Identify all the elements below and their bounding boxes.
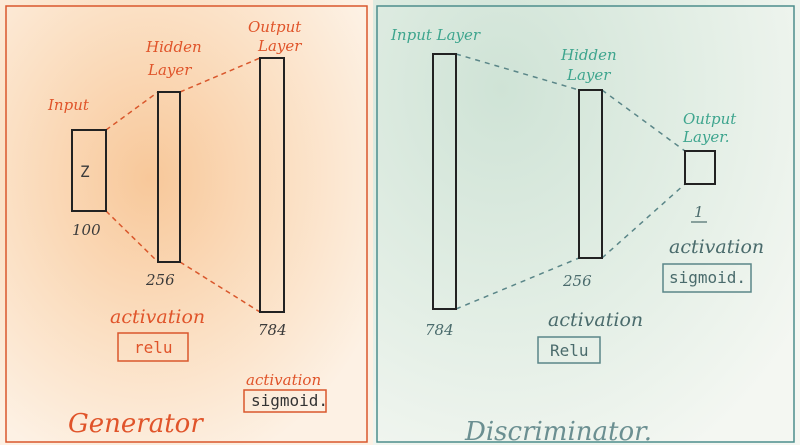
generator-panel: Input Z 100 Hidden Layer 256 Output Laye… (0, 0, 373, 445)
dis-hidden-size: 256 (562, 272, 592, 290)
dis-output-layer-box (684, 150, 716, 185)
gen-input-layer-box (71, 129, 107, 212)
gen-hidden-layer-box (157, 91, 181, 263)
dis-hidden-activation-label: activation (548, 309, 643, 331)
gen-hidden-activation-label: activation (110, 306, 205, 328)
discriminator-title: Discriminator. (464, 417, 652, 445)
dis-output-activation: sigmoid. (669, 268, 746, 287)
dis-hidden-label-2: Layer (566, 66, 611, 84)
dis-output-label-1: Output (683, 110, 737, 128)
dis-conn-hidden-output-bottom (601, 183, 686, 259)
gen-output-label-1: Output (248, 18, 302, 36)
dis-hidden-layer-box (578, 89, 603, 259)
gen-hidden-label-2: Layer (147, 61, 192, 79)
dis-output-activation-box (662, 263, 752, 293)
dis-hidden-activation-box (537, 336, 601, 364)
gen-output-label-2: Layer (257, 37, 302, 55)
dis-conn-input-hidden-top (455, 53, 580, 91)
gen-hidden-label-1: Hidden (145, 38, 202, 56)
discriminator-border (376, 5, 795, 443)
dis-conn-input-hidden-bottom (455, 257, 580, 310)
dis-output-label-2: Layer. (682, 128, 730, 146)
dis-input-label: Input Layer (390, 26, 481, 44)
gen-output-layer-box (259, 57, 285, 313)
generator-title: Generator (68, 409, 204, 439)
gen-hidden-size: 256 (145, 271, 175, 289)
dis-hidden-label-1: Hidden (560, 46, 617, 64)
gen-input-size: 100 (72, 221, 101, 239)
gen-output-activation-label: activation (246, 371, 321, 389)
gen-output-activation: sigmoid. (251, 391, 328, 410)
dis-output-size: 1 (694, 203, 704, 221)
gen-conn-hidden-output-bottom (179, 261, 261, 313)
gen-output-size: 784 (258, 321, 287, 339)
gen-output-activation-box (243, 389, 327, 413)
gen-hidden-activation-box (117, 332, 189, 362)
dis-input-size: 784 (425, 321, 454, 339)
discriminator-diagram: Input Layer 784 Hidden Layer 256 Output … (376, 5, 795, 445)
gen-input-label: Input (47, 96, 90, 114)
gen-conn-input-hidden-top (105, 91, 159, 131)
dis-input-layer-box (432, 53, 457, 310)
gen-input-symbol: Z (80, 162, 90, 181)
dis-hidden-activation: Relu (550, 341, 589, 360)
gen-conn-hidden-output-top (179, 57, 261, 93)
gen-conn-input-hidden-bottom (105, 210, 159, 263)
dis-output-activation-label: activation (669, 236, 764, 258)
discriminator-panel: Input Layer 784 Hidden Layer 256 Output … (373, 0, 800, 445)
gen-hidden-activation: relu (134, 338, 173, 357)
dis-conn-hidden-output-top (601, 89, 686, 152)
generator-diagram: Input Z 100 Hidden Layer 256 Output Laye… (5, 5, 368, 443)
generator-border (5, 5, 368, 443)
